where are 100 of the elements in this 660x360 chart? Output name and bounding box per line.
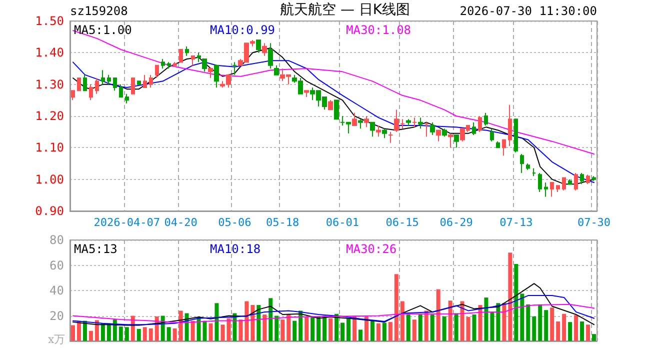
candlestick: [334, 100, 339, 120]
candlestick: [119, 84, 123, 98]
bar: [544, 310, 548, 341]
candlestick: [113, 78, 117, 92]
bar: [526, 304, 530, 341]
candlestick: [179, 49, 183, 63]
x-tick-label: 04-20: [164, 216, 198, 229]
candlestick: [208, 68, 213, 78]
y-axis-title: x万: [48, 333, 66, 346]
bar: [100, 323, 105, 341]
bar: [316, 317, 321, 341]
bar: [442, 316, 446, 341]
y-tick-label: 1.10: [35, 140, 64, 155]
candlestick: [364, 116, 369, 128]
line-series: [72, 283, 595, 326]
candlestick: [137, 80, 141, 85]
y-tick-label: 1.20: [35, 109, 64, 123]
bar: [436, 289, 440, 341]
candlestick: [376, 125, 381, 138]
x-tick-label: 07-30: [577, 216, 611, 229]
candlestick: [490, 128, 494, 142]
candlestick: [268, 42, 273, 69]
candlestick: [173, 62, 177, 68]
candlestick: [101, 70, 105, 85]
y-tick-label: 0.90: [35, 204, 64, 218]
chart-title: 航天航空 — 日K线图: [280, 2, 410, 18]
candlestick: [502, 139, 506, 156]
bar: [250, 305, 255, 341]
bar: [556, 321, 560, 341]
candlestick: [472, 122, 476, 136]
bar: [550, 308, 554, 341]
candlestick: [478, 116, 482, 132]
bar: [106, 323, 111, 341]
bar: [76, 320, 81, 341]
bar: [184, 313, 189, 341]
bar: [262, 314, 267, 341]
y-tick-label: 1.50: [35, 14, 64, 28]
bar: [340, 322, 344, 341]
bar: [520, 294, 524, 341]
bar: [178, 310, 183, 341]
bar: [274, 316, 279, 341]
candlestick: [143, 74, 147, 88]
candlestick: [304, 90, 309, 98]
candlestick: [442, 128, 447, 138]
candlestick: [526, 163, 530, 170]
text: MA5:1.00: [74, 23, 132, 37]
candlestick: [550, 182, 554, 198]
candlestick: [214, 64, 219, 88]
bar: [562, 314, 566, 341]
bar: [328, 318, 333, 341]
bar: [412, 320, 416, 341]
y-tick-label: 20: [50, 308, 64, 323]
candlestick: [328, 100, 333, 110]
candlestick: [161, 58, 165, 69]
bar: [568, 322, 572, 341]
text: 2026-07-30 11:30:00: [460, 4, 598, 18]
bar: [430, 314, 434, 341]
candlestick: [448, 132, 453, 148]
bar: [70, 325, 75, 341]
candlestick: [544, 182, 548, 198]
bar: [148, 328, 153, 341]
candlestick: [436, 130, 441, 142]
bar: [394, 274, 398, 341]
bar: [94, 320, 99, 341]
text: MA30:1.08: [346, 23, 412, 37]
bar: [88, 330, 93, 341]
candlestick: [430, 122, 435, 136]
bar: [400, 301, 404, 341]
x-tick-label: 2026-04-07: [94, 216, 160, 229]
x-tick-label: 05-18: [266, 216, 300, 229]
candlestick: [580, 172, 584, 185]
bar: [226, 318, 231, 341]
bar: [376, 323, 380, 341]
bar: [580, 321, 584, 341]
candlestick: [202, 58, 207, 72]
candlestick: [197, 52, 201, 63]
candlestick: [149, 74, 153, 88]
bar: [424, 310, 428, 341]
candlestick: [107, 74, 111, 85]
candlestick: [556, 185, 560, 192]
candlestick: [274, 64, 279, 76]
bar: [382, 322, 386, 341]
bar: [298, 310, 303, 341]
y-tick-label: 80: [50, 233, 64, 247]
candlestick: [538, 172, 542, 192]
bar: [472, 314, 476, 341]
bar: [268, 298, 273, 341]
x-tick-label: 05-06: [218, 216, 252, 229]
candlestick: [568, 178, 572, 185]
candlestick: [71, 90, 75, 101]
candlestick: [562, 177, 566, 191]
bar: [286, 314, 291, 341]
bar: [220, 324, 225, 341]
candlestick: [95, 78, 99, 94]
bar: [406, 314, 410, 341]
x-tick-label: 07-13: [500, 216, 533, 229]
x-tick-label: 06-01: [326, 216, 360, 229]
bar: [388, 322, 392, 341]
bar: [502, 303, 506, 341]
bar: [514, 264, 518, 341]
